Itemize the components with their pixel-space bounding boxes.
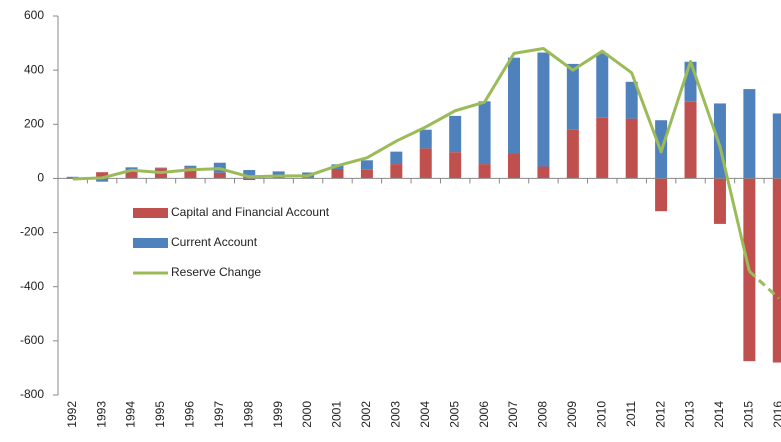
bar (596, 117, 609, 179)
line-dashed (748, 270, 780, 300)
bar (537, 52, 550, 167)
legend-label: Current Account (171, 235, 258, 249)
bar (566, 63, 579, 130)
y-tick-label: -800 (20, 387, 44, 401)
bar (272, 177, 285, 179)
bar (331, 168, 344, 179)
bar (213, 172, 226, 179)
line (72, 46, 751, 272)
bar (625, 81, 638, 119)
bar (390, 164, 403, 179)
x-tick-label: 2007 (506, 401, 520, 428)
x-tick-label: 1992 (65, 401, 79, 428)
bar (449, 152, 462, 179)
bar (478, 164, 491, 179)
bar (508, 153, 521, 179)
bar (360, 160, 373, 170)
x-tick-label: 2015 (742, 401, 756, 428)
bar (243, 178, 256, 181)
bar (96, 172, 109, 179)
y-tick-label: 600 (24, 8, 44, 22)
bar (96, 178, 109, 182)
y-tick-label: -200 (20, 225, 44, 239)
x-tick-label: 1998 (241, 401, 255, 428)
bar (184, 167, 197, 179)
x-tick-label: 2011 (624, 401, 638, 427)
x-tick-label: 2006 (477, 401, 491, 428)
legend-swatch (133, 208, 168, 218)
y-tick-label: -400 (20, 279, 44, 293)
x-tick-label: 2004 (418, 401, 432, 428)
bar (419, 129, 432, 149)
x-tick-label: 2010 (594, 401, 608, 428)
bar (390, 151, 403, 165)
legend-label: Capital and Financial Account (171, 205, 330, 219)
x-tick-label: 2005 (447, 401, 461, 428)
bar (184, 165, 197, 168)
x-tick-label: 1997 (212, 401, 226, 428)
bar (625, 118, 638, 179)
x-tick-label: 2000 (300, 401, 314, 428)
x-tick-label: 1993 (94, 401, 108, 428)
bar (449, 115, 462, 153)
x-tick-label: 2016 (771, 401, 781, 428)
y-tick-label: 200 (24, 116, 44, 130)
bar (713, 178, 726, 224)
x-tick-label: 1996 (183, 401, 197, 428)
x-tick-label: 2001 (330, 401, 344, 428)
bar (154, 167, 167, 169)
bar (360, 169, 373, 179)
x-tick-label: 1994 (124, 401, 138, 428)
bar (419, 148, 432, 179)
legend-swatch (133, 238, 168, 248)
bar (684, 61, 697, 102)
bar (243, 170, 256, 179)
bar (566, 129, 579, 179)
bar (772, 113, 781, 179)
x-tick-label: 2013 (683, 401, 697, 428)
x-tick-label: 2014 (712, 401, 726, 428)
bar (743, 89, 756, 179)
x-tick-label: 2003 (389, 401, 403, 428)
bar (684, 101, 697, 179)
bar (772, 178, 781, 363)
bar (596, 53, 609, 118)
legend-label: Reserve Change (171, 265, 261, 279)
x-tick-label: 2008 (536, 401, 550, 428)
bar (508, 57, 521, 154)
x-tick-label: 1995 (153, 401, 167, 428)
y-tick-label: 0 (37, 171, 44, 185)
x-tick-label: 2012 (653, 401, 667, 428)
bar (125, 169, 138, 179)
x-tick-label: 1999 (271, 401, 285, 428)
y-tick-label: 400 (24, 62, 44, 76)
x-tick-label: 2009 (565, 401, 579, 428)
y-tick-label: -600 (20, 333, 44, 347)
bar (478, 101, 491, 165)
bar (272, 171, 285, 178)
bar (125, 167, 138, 170)
x-tick-label: 2002 (359, 401, 373, 428)
bar (655, 178, 668, 212)
bar (537, 166, 550, 179)
